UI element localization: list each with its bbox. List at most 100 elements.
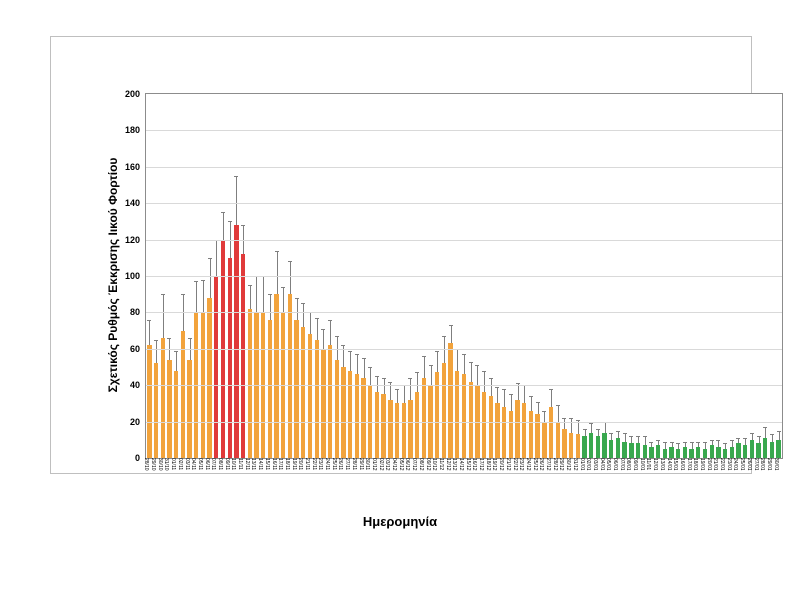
bar: [489, 396, 493, 458]
error-cap: [569, 418, 573, 419]
error-cap: [368, 367, 372, 368]
error-cap: [147, 320, 151, 321]
error-bar: [216, 240, 217, 276]
error-bar: [471, 362, 472, 382]
bar: [596, 436, 600, 458]
error-cap: [683, 442, 687, 443]
error-cap: [690, 442, 694, 443]
x-tick-label: 03/01: [592, 458, 597, 471]
bar: [495, 403, 499, 458]
bar: [294, 320, 298, 458]
y-tick-label: 120: [125, 235, 146, 245]
x-tick-label: 18/12: [485, 458, 490, 471]
error-cap: [315, 318, 319, 319]
x-tick-label: 11/01: [645, 458, 650, 470]
x-tick-label: 10/11: [230, 458, 235, 470]
bar: [576, 434, 580, 458]
error-cap: [375, 376, 379, 377]
error-cap: [429, 365, 433, 366]
x-tick-label: 18/11: [284, 458, 289, 470]
x-tick-label: 26/11: [337, 458, 342, 470]
error-cap: [730, 440, 734, 441]
bar: [656, 445, 660, 458]
x-tick-label: 21/12: [505, 458, 510, 471]
error-cap: [194, 281, 198, 282]
error-bar: [310, 312, 311, 334]
bar: [756, 443, 760, 458]
bar: [214, 276, 218, 458]
x-ticks: 28/1029/1030/1031/1001/1102/1103/1104/11…: [145, 458, 781, 492]
error-cap: [241, 225, 245, 226]
error-cap: [489, 378, 493, 379]
x-tick-label: 28/10: [145, 458, 148, 471]
x-tick-label: 09/11: [224, 458, 229, 470]
error-cap: [355, 354, 359, 355]
bar: [710, 445, 714, 458]
grid-line: [146, 385, 782, 386]
error-cap: [208, 258, 212, 259]
error-cap: [643, 436, 647, 437]
error-bar: [210, 258, 211, 298]
x-tick-label: 03/11: [184, 458, 189, 470]
error-bar: [611, 433, 612, 440]
x-tick-label: 29/12: [558, 458, 563, 471]
error-bar: [277, 251, 278, 295]
error-cap: [502, 389, 506, 390]
error-cap: [475, 365, 479, 366]
x-tick-label: 28/01: [759, 458, 764, 471]
error-bar: [283, 287, 284, 312]
x-tick-label: 25/11: [331, 458, 336, 470]
x-tick-label: 31/10: [163, 458, 168, 471]
bar: [522, 403, 526, 458]
bar: [395, 403, 399, 458]
bar: [696, 447, 700, 458]
bar: [636, 443, 640, 458]
error-cap: [335, 336, 339, 337]
x-tick-label: 20/11: [297, 458, 302, 470]
x-tick-label: 08/11: [217, 458, 222, 470]
error-bar: [236, 176, 237, 225]
error-bar: [645, 436, 646, 445]
error-bar: [431, 365, 432, 385]
bar: [676, 449, 680, 458]
grid-line: [146, 130, 782, 131]
error-bar: [323, 329, 324, 349]
x-tick-label: 01/01: [579, 458, 584, 471]
x-tick-label: 06/11: [204, 458, 209, 470]
error-bar: [317, 318, 318, 340]
error-cap: [743, 438, 747, 439]
bar: [582, 436, 586, 458]
error-cap: [703, 442, 707, 443]
bar: [669, 447, 673, 458]
bar: [341, 367, 345, 458]
bar: [147, 345, 151, 458]
error-bar: [551, 389, 552, 407]
error-bar: [585, 429, 586, 436]
bar: [649, 447, 653, 458]
error-cap: [301, 303, 305, 304]
error-cap: [174, 351, 178, 352]
error-bar: [491, 378, 492, 396]
error-cap: [422, 356, 426, 357]
error-bar: [531, 396, 532, 411]
error-bar: [350, 351, 351, 371]
bar: [509, 411, 513, 458]
y-tick-label: 200: [125, 89, 146, 99]
error-bar: [424, 356, 425, 378]
error-bar: [511, 394, 512, 410]
bar: [402, 403, 406, 458]
error-bar: [397, 389, 398, 404]
error-bar: [564, 418, 565, 429]
x-tick-label: 05/12: [398, 458, 403, 471]
x-tick-label: 09/01: [632, 458, 637, 471]
error-cap: [583, 429, 587, 430]
bar: [301, 327, 305, 458]
bar: [288, 294, 292, 458]
y-axis-label: Σχετικός Ρυθμός Έκκρισης Ιικού Φορτίου: [106, 158, 120, 393]
x-tick-label: 27/11: [344, 458, 349, 470]
x-tick-label: 11/11: [237, 458, 242, 470]
x-tick-label: 12/01: [652, 458, 657, 471]
error-cap: [161, 294, 165, 295]
bar: [335, 360, 339, 458]
error-bar: [437, 351, 438, 373]
